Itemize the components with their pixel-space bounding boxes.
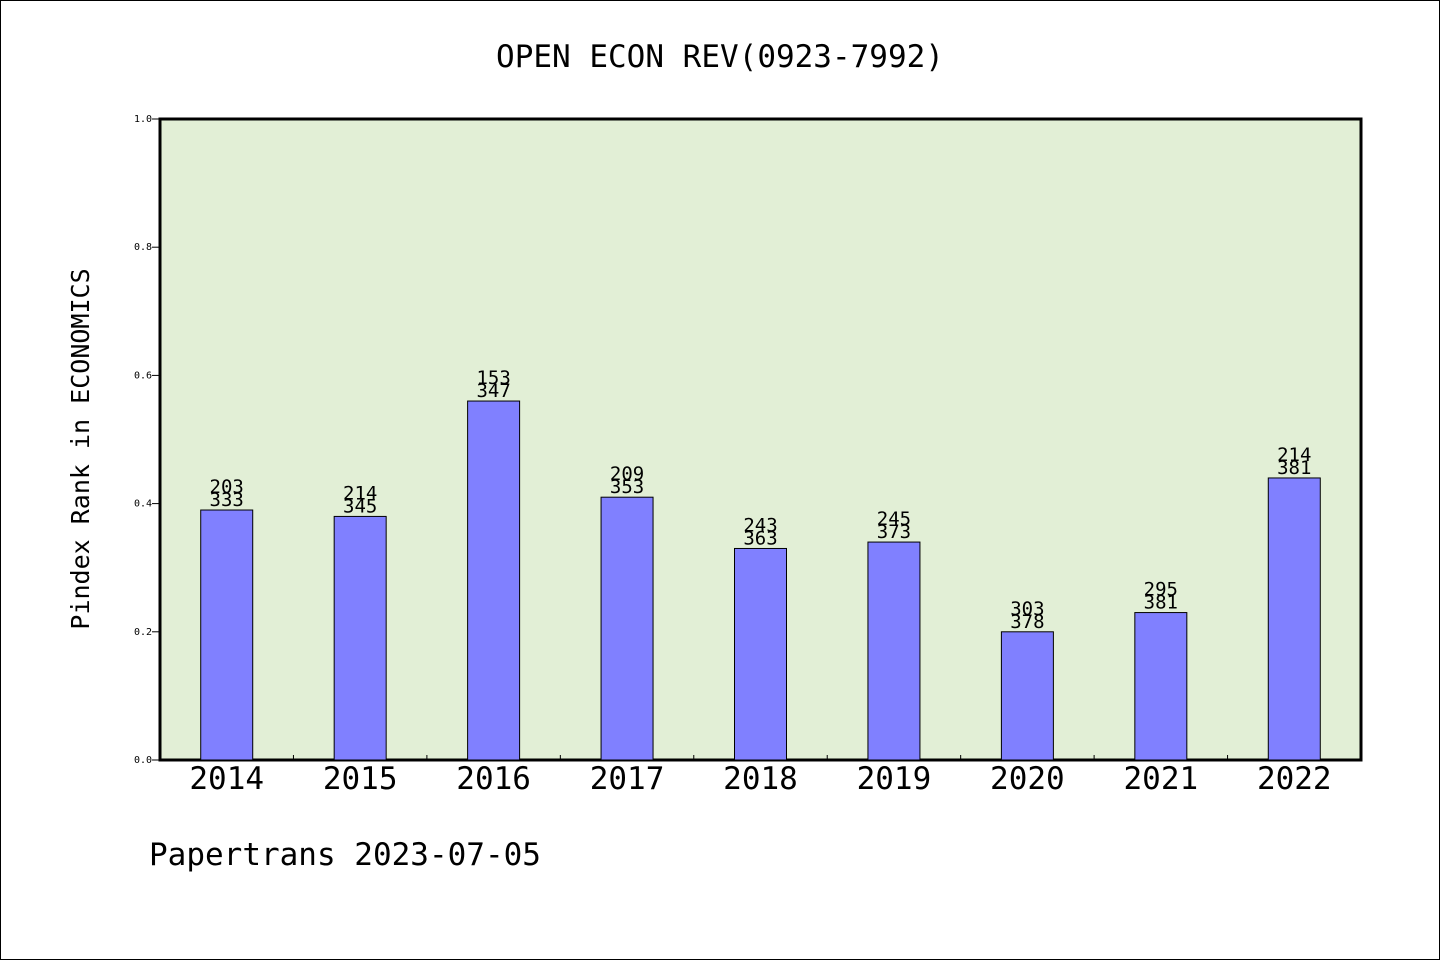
bar-total-label: 381 [1277, 457, 1311, 479]
y-tick-label: 0.4 [134, 499, 152, 510]
bar-rank-label: 303 [1010, 598, 1044, 620]
bar-rank-label: 203 [210, 476, 244, 498]
y-tick-label: 1.0 [134, 114, 152, 125]
bar-2021 [1134, 612, 1188, 761]
bar-total-label: 373 [877, 521, 911, 543]
chart-title: OPEN ECON REV(0923-7992) [496, 39, 944, 75]
bar-total-label: 378 [1010, 611, 1044, 633]
bar-rank-label: 153 [476, 367, 510, 389]
y-tick-label: 0.2 [134, 627, 152, 638]
bar-2015 [333, 515, 387, 761]
x-tick-label: 2017 [590, 761, 665, 797]
x-tick-label: 2021 [1124, 761, 1199, 797]
bar-total-label: 345 [343, 495, 377, 517]
bar-2019 [867, 541, 921, 761]
x-tick-label: 2022 [1257, 761, 1332, 797]
y-axis-ticks: 0.0 0.2 0.4 0.6 0.8 1.0 [134, 114, 160, 766]
y-tick-label: 0.6 [134, 370, 152, 381]
y-tick-label: 0.8 [134, 242, 152, 253]
x-tick-label: 2014 [189, 761, 264, 797]
bar-total-label: 381 [1144, 592, 1178, 614]
x-tick-label: 2018 [723, 761, 798, 797]
bar-2022 [1267, 477, 1321, 761]
x-tick-label: 2019 [857, 761, 932, 797]
bar-2016 [467, 400, 521, 761]
bar-total-label: 333 [210, 489, 244, 511]
bar-rank-label: 243 [743, 514, 777, 536]
bar-rank-label: 214 [343, 482, 377, 504]
y-tick-label: 0.0 [134, 755, 152, 766]
footer-text: Papertrans 2023-07-05 [149, 837, 541, 873]
bar-2020 [1000, 631, 1054, 761]
bar-2018 [734, 547, 787, 761]
bar-rank-label: 295 [1144, 579, 1178, 601]
x-tick-label: 2016 [456, 761, 531, 797]
bar-rank-label: 209 [610, 463, 644, 485]
bar-2017 [600, 496, 654, 761]
bar-total-label: 347 [476, 380, 510, 402]
x-tick-label: 2020 [990, 761, 1065, 797]
bar-rank-label: 245 [877, 508, 911, 530]
x-tick-label: 2015 [323, 761, 398, 797]
bar-total-label: 353 [610, 476, 644, 498]
bar-2014 [200, 509, 254, 761]
bar-rank-label: 214 [1277, 444, 1311, 466]
y-axis-label: Pindex Rank in ECONOMICS [66, 268, 95, 629]
x-axis-ticks: 2014 2015 2016 2017 2018 2019 2020 2021 2022 [189, 755, 1332, 797]
bar-total-label: 363 [743, 527, 777, 549]
